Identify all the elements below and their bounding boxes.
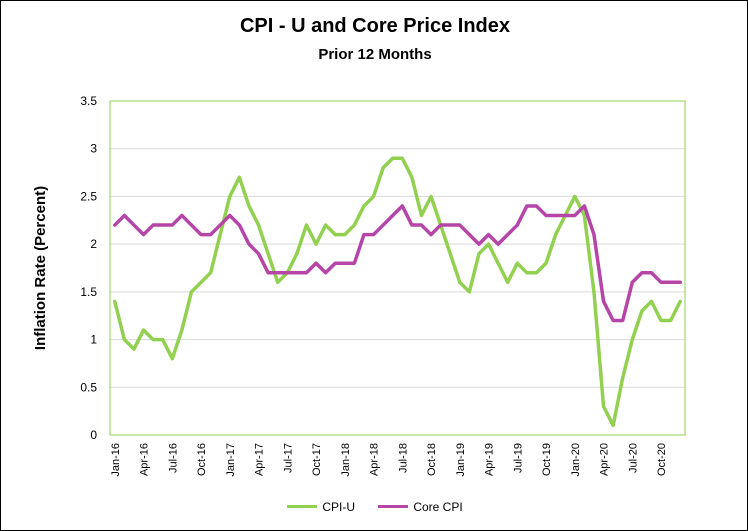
x-tick-label: Jan-18 <box>340 443 352 477</box>
chart-title: CPI - U and Core Price Index <box>239 15 511 37</box>
x-tick-label: Jan-19 <box>455 443 467 477</box>
x-axis-ticks: Jan-16 Apr-16 Jul-16 Oct-16 Jan-17 Apr-17 Jul-… <box>110 443 668 477</box>
x-tick-label: Oct-19 <box>541 443 553 476</box>
y-tick-label: 0.5 <box>80 380 97 394</box>
x-tick-label: Jul-18 <box>397 443 409 473</box>
x-tick-label: Apr-18 <box>369 443 381 476</box>
x-tick-label: Jan-20 <box>570 443 582 477</box>
x-tick-label: Apr-16 <box>139 443 151 476</box>
legend-label-core-cpi: Core CPI <box>413 499 463 514</box>
x-tick-label: Oct-16 <box>196 443 208 476</box>
x-tick-label: Jan-16 <box>110 443 122 477</box>
x-tick-label: Jan-17 <box>225 443 237 477</box>
y-tick-label: 3.5 <box>80 94 97 108</box>
series-line-core-cpi <box>113 204 682 323</box>
series-line-cpi-u <box>113 156 682 428</box>
y-axis-title: Inflation Rate (Percent) <box>32 186 49 350</box>
y-tick-label: 2.5 <box>80 189 97 203</box>
series-lines <box>113 156 682 428</box>
y-tick-label: 1 <box>90 333 97 347</box>
legend-item-core-cpi: Core CPI <box>378 499 463 514</box>
x-tick-label: Jul-20 <box>627 443 639 473</box>
x-tick-label: Jul-19 <box>512 443 524 473</box>
y-tick-label: 0 <box>90 428 97 442</box>
x-tick-label: Apr-17 <box>254 443 266 476</box>
x-tick-label: Oct-17 <box>311 443 323 476</box>
x-tick-label: Jul-16 <box>167 443 179 473</box>
legend-label-cpi-u: CPI-U <box>322 499 355 514</box>
legend: CPI-U Core CPI <box>1 497 748 514</box>
y-tick-label: 3 <box>90 142 97 156</box>
legend-swatch-cpi-u <box>287 505 318 508</box>
y-tick-label: 2 <box>90 237 97 251</box>
chart-subtitle: Prior 12 Months <box>318 46 432 63</box>
x-tick-label: Apr-20 <box>599 443 611 476</box>
x-tick-label: Oct-18 <box>426 443 438 476</box>
line-chart: 0 0.5 1 1.5 2 2.5 3 3.5 Jan-16 Apr-16 Jul-16 Oct-1… <box>32 94 686 477</box>
plot-area-border <box>109 100 686 436</box>
y-tick-label: 1.5 <box>80 285 97 299</box>
y-axis-ticks: 0 0.5 1 1.5 2 2.5 3 3.5 <box>80 94 97 442</box>
x-tick-label: Oct-20 <box>656 443 668 476</box>
legend-swatch-core-cpi <box>378 505 409 508</box>
legend-item-cpi-u: CPI-U <box>287 500 355 514</box>
x-tick-label: Jul-17 <box>282 443 294 473</box>
x-tick-label: Apr-19 <box>484 443 496 476</box>
